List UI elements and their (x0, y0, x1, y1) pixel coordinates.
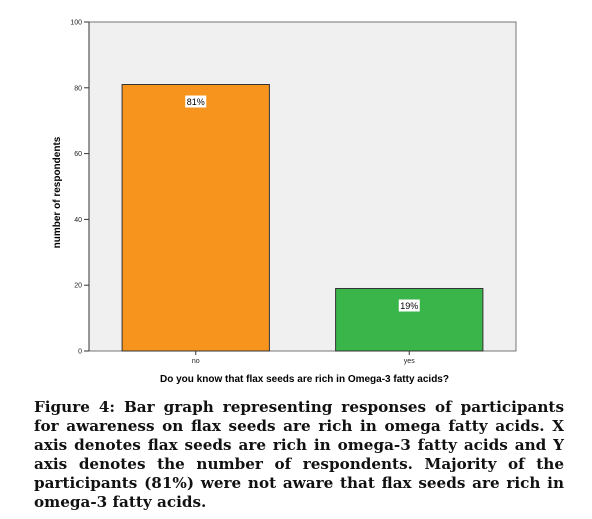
data-label-yes: 19% (400, 301, 418, 311)
bar-no (121, 84, 270, 352)
y-tick-label: 80 (74, 85, 82, 92)
bar-yes (335, 287, 484, 352)
data-label-no: 81% (187, 97, 205, 107)
x-tick-label-no: no (192, 358, 200, 365)
x-axis-title: Do you know that flax seeds are rich in … (160, 374, 449, 385)
bars: 81% 19% (121, 84, 484, 352)
y-tick-label: 40 (74, 217, 82, 224)
y-axis-title: number of respondents (52, 136, 63, 248)
data-label-box (398, 299, 420, 312)
y-tick-label: 60 (74, 151, 82, 158)
y-axis: 0 20 40 60 80 100 (70, 20, 90, 356)
x-axis-ticks: no yes (192, 351, 415, 365)
x-tick-label-yes: yes (404, 358, 415, 365)
y-tick-label: 100 (70, 20, 82, 27)
bar-chart: 0 20 40 60 80 100 81% 19% no yes Do you know th… (52, 20, 517, 385)
data-label-box (185, 95, 207, 108)
figure-caption: Figure 4: Bar graph representing respons… (34, 398, 564, 511)
y-tick-label: 20 (74, 283, 82, 290)
y-tick-label: 0 (78, 349, 82, 356)
